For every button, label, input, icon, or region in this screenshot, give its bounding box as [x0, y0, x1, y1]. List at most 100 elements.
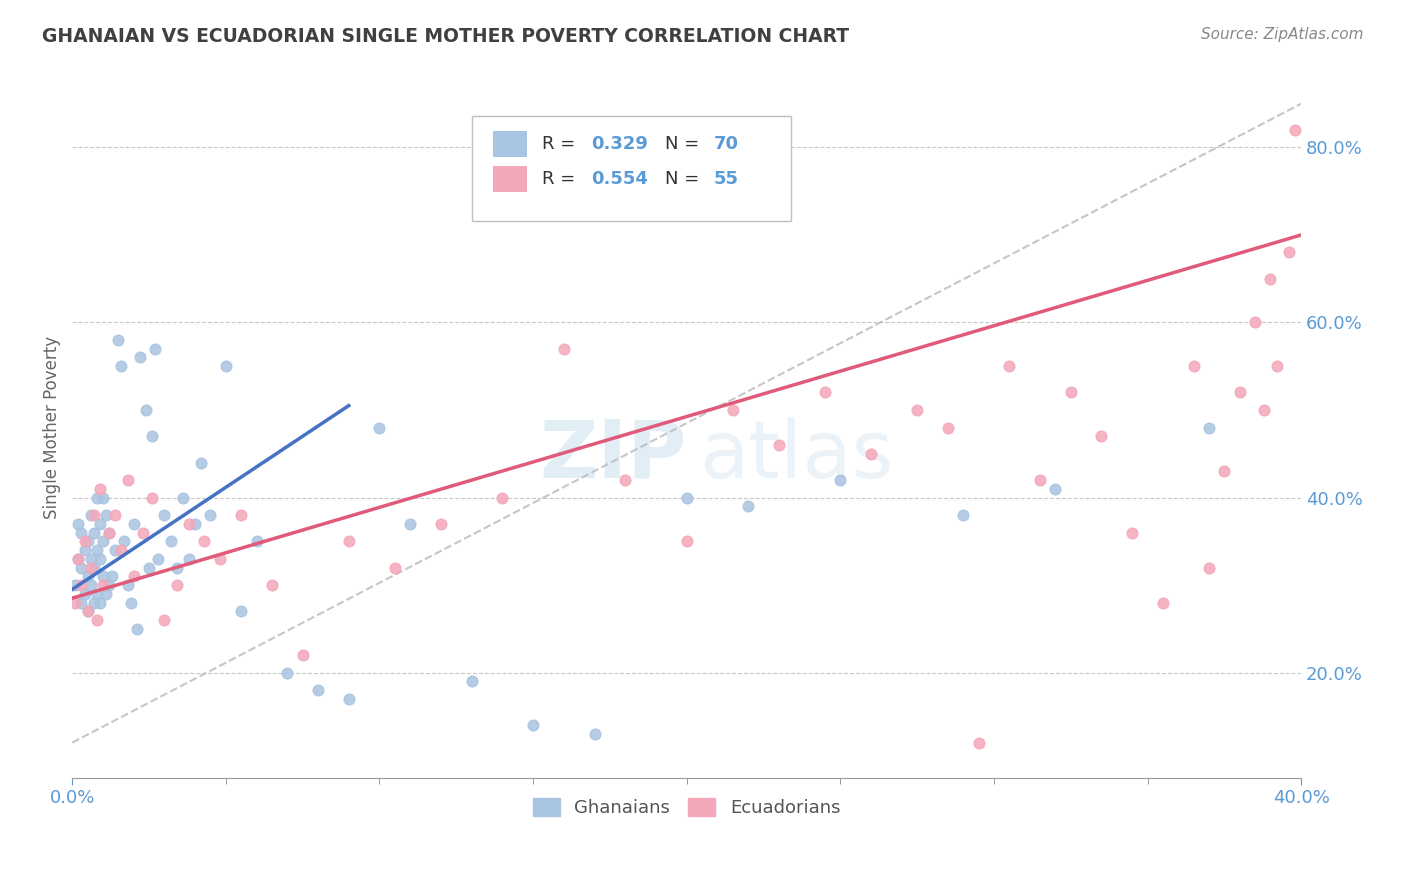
Text: GHANAIAN VS ECUADORIAN SINGLE MOTHER POVERTY CORRELATION CHART: GHANAIAN VS ECUADORIAN SINGLE MOTHER POV…: [42, 27, 849, 45]
Text: R =: R =: [541, 170, 581, 188]
Point: [86, 543, 108, 558]
Point: [91, 569, 114, 583]
Point: [337, 691, 360, 706]
Point: [67, 551, 90, 566]
Point: [200, 508, 222, 522]
Point: [399, 516, 422, 531]
Point: [107, 333, 129, 347]
Point: [98, 525, 121, 540]
Point: [91, 491, 114, 505]
Point: [86, 491, 108, 505]
Point: [125, 622, 148, 636]
Point: [1045, 482, 1067, 496]
Point: [141, 429, 163, 443]
Point: [104, 543, 127, 558]
Text: N =: N =: [665, 135, 704, 153]
Point: [166, 560, 188, 574]
Point: [91, 534, 114, 549]
Point: [86, 587, 108, 601]
Point: [67, 551, 90, 566]
Point: [83, 595, 105, 609]
Y-axis label: Single Mother Poverty: Single Mother Poverty: [44, 336, 60, 519]
Text: ZIP: ZIP: [540, 417, 686, 494]
Text: 70: 70: [714, 135, 738, 153]
Point: [430, 516, 453, 531]
Point: [114, 534, 136, 549]
Point: [128, 351, 150, 365]
Point: [814, 385, 837, 400]
Point: [830, 473, 852, 487]
Point: [1121, 525, 1143, 540]
Point: [73, 543, 96, 558]
Point: [190, 456, 212, 470]
Point: [998, 359, 1021, 374]
Point: [1278, 245, 1301, 260]
Point: [1244, 316, 1267, 330]
Point: [70, 595, 93, 609]
Point: [860, 447, 883, 461]
Point: [245, 534, 267, 549]
Point: [583, 727, 606, 741]
Point: [166, 578, 188, 592]
Point: [614, 473, 637, 487]
Point: [89, 595, 111, 609]
Point: [491, 491, 513, 505]
Text: R =: R =: [541, 135, 581, 153]
Point: [768, 438, 790, 452]
Point: [260, 578, 283, 592]
Point: [675, 534, 697, 549]
FancyBboxPatch shape: [492, 131, 527, 157]
Text: Source: ZipAtlas.com: Source: ZipAtlas.com: [1201, 27, 1364, 42]
Point: [337, 534, 360, 549]
Point: [1265, 359, 1288, 374]
Point: [307, 683, 329, 698]
Point: [1198, 560, 1220, 574]
Text: 55: 55: [714, 170, 738, 188]
Point: [65, 578, 87, 592]
Point: [76, 534, 98, 549]
Point: [460, 674, 482, 689]
Point: [384, 560, 406, 574]
Point: [89, 516, 111, 531]
Point: [1060, 385, 1083, 400]
Point: [79, 560, 101, 574]
Point: [83, 508, 105, 522]
Point: [159, 534, 181, 549]
Point: [153, 508, 176, 522]
Point: [148, 551, 170, 566]
Point: [79, 508, 101, 522]
Point: [70, 560, 93, 574]
Point: [522, 718, 544, 732]
Point: [905, 403, 928, 417]
Point: [117, 578, 139, 592]
Point: [76, 604, 98, 618]
Point: [73, 587, 96, 601]
Point: [76, 604, 98, 618]
Point: [1029, 473, 1052, 487]
Point: [368, 420, 391, 434]
Point: [138, 560, 160, 574]
Point: [98, 525, 121, 540]
Point: [215, 359, 238, 374]
Point: [65, 595, 87, 609]
Point: [553, 342, 575, 356]
Point: [94, 508, 117, 522]
Text: 0.554: 0.554: [591, 170, 648, 188]
Point: [276, 665, 298, 680]
Point: [94, 587, 117, 601]
Point: [89, 482, 111, 496]
Point: [172, 491, 194, 505]
Point: [952, 508, 974, 522]
Point: [70, 525, 93, 540]
Point: [231, 508, 253, 522]
Point: [73, 534, 96, 549]
Point: [79, 551, 101, 566]
Point: [135, 403, 157, 417]
Point: [184, 516, 207, 531]
Point: [101, 569, 124, 583]
Text: atlas: atlas: [699, 417, 893, 494]
Point: [143, 342, 166, 356]
Point: [70, 578, 93, 592]
Point: [86, 613, 108, 627]
Point: [76, 569, 98, 583]
